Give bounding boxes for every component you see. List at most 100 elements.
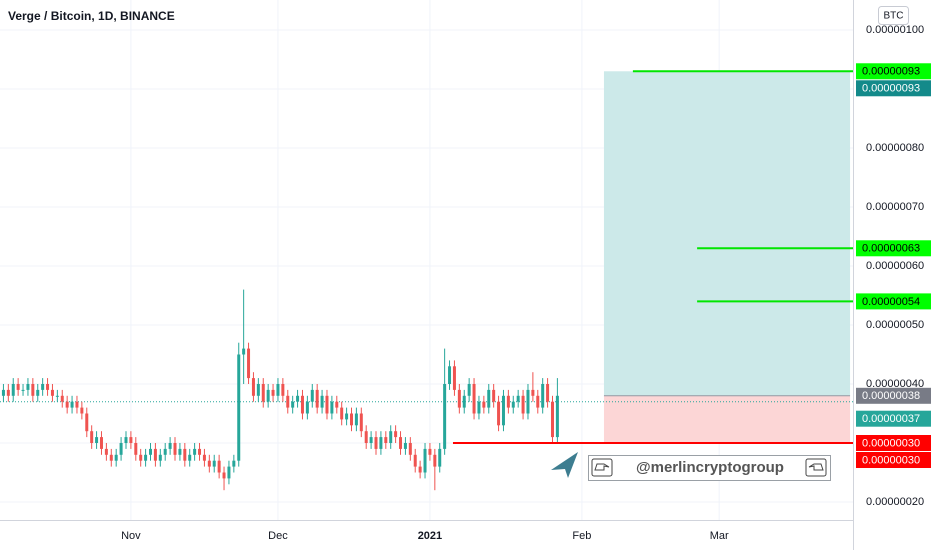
candle-body xyxy=(237,354,241,461)
candle-body xyxy=(55,395,59,397)
candle-body xyxy=(384,437,388,444)
candle-body xyxy=(452,366,456,390)
candle-body xyxy=(555,395,559,438)
candle-body xyxy=(399,437,403,449)
candle-body xyxy=(193,448,197,455)
price-badge-label: 0.00000030 xyxy=(862,437,920,449)
y-tick-label: 0.00000070 xyxy=(866,201,924,213)
watermark: @merlincryptogroup xyxy=(551,452,831,481)
candle-body xyxy=(472,383,476,414)
candle-body xyxy=(188,454,192,461)
price-badge xyxy=(856,452,931,469)
candle-body xyxy=(261,383,265,402)
price-badge-label: 0.00000093 xyxy=(862,66,920,78)
currency-label[interactable]: BTC xyxy=(884,11,904,22)
price-badge xyxy=(856,80,931,97)
y-tick-label: 0.00000060 xyxy=(866,260,924,272)
price-badge xyxy=(856,435,931,452)
price-badge-label: 0.00000038 xyxy=(862,390,920,402)
candle-body xyxy=(266,389,270,402)
candle-body xyxy=(541,383,545,408)
hand-right xyxy=(805,458,827,477)
price-badge-label: 0.00000054 xyxy=(862,296,920,308)
y-tick-label: 0.00000020 xyxy=(866,496,924,508)
candle-body xyxy=(305,401,309,414)
candle-body xyxy=(109,454,113,461)
candle-body xyxy=(310,389,314,402)
candle-body xyxy=(207,460,211,467)
candle-body xyxy=(374,437,378,449)
candle-body xyxy=(364,431,368,444)
watermark-box xyxy=(588,455,831,481)
currency-button-box[interactable] xyxy=(878,6,909,25)
candle-body xyxy=(286,395,290,408)
candle-body xyxy=(41,383,45,390)
candle-body xyxy=(1,389,5,396)
candle-body xyxy=(477,401,481,414)
x-tick-label: Dec xyxy=(268,530,288,542)
candle-body xyxy=(511,401,515,408)
candle-body xyxy=(222,472,226,479)
candle-body xyxy=(183,448,187,461)
candle-body xyxy=(497,401,501,426)
candle-body xyxy=(506,395,510,408)
candle-body xyxy=(438,448,442,467)
candle-body xyxy=(296,395,300,402)
candle-body xyxy=(345,413,349,420)
candle-body xyxy=(80,407,84,414)
candle-body xyxy=(124,437,128,444)
candle-body xyxy=(501,395,505,426)
candle-body xyxy=(550,401,554,438)
candle-body xyxy=(546,383,550,402)
candle-body xyxy=(139,454,143,461)
candle-body xyxy=(31,383,35,396)
candle-body xyxy=(26,383,30,390)
candle-body xyxy=(379,437,383,449)
price-badge xyxy=(856,410,931,427)
candle-body xyxy=(462,395,466,408)
y-tick-label: 0.00000100 xyxy=(866,24,924,36)
candle-body xyxy=(482,401,486,408)
hand-right-glyph xyxy=(808,463,824,471)
candle-body xyxy=(11,383,15,396)
price-badge xyxy=(856,63,931,80)
candle-body xyxy=(320,395,324,408)
candle-body xyxy=(144,454,148,461)
candle-body xyxy=(276,383,280,396)
candle-body xyxy=(163,448,167,455)
candle-body xyxy=(330,401,334,414)
candle-body xyxy=(354,413,358,426)
price-badges: 0.00000093 0.00000093 0.00000063 0.00000054… xyxy=(856,63,931,469)
candle-body xyxy=(389,431,393,444)
candle-body xyxy=(212,460,216,467)
candle-body xyxy=(335,401,339,408)
candle-body xyxy=(46,383,50,390)
x-tick-label: Feb xyxy=(572,530,591,542)
candle-body xyxy=(129,437,133,444)
candle-body xyxy=(134,443,138,455)
candle-body xyxy=(251,378,255,396)
candle-body xyxy=(403,443,407,449)
loss-zone xyxy=(603,395,851,444)
candle-body xyxy=(232,460,236,467)
candle-body xyxy=(104,448,108,455)
candle-body xyxy=(50,389,54,396)
price-badge xyxy=(856,240,931,257)
price-badge-label: 0.00000037 xyxy=(862,413,920,425)
candle-body xyxy=(457,389,461,408)
candle-body xyxy=(119,443,123,455)
candle-body xyxy=(516,395,520,402)
candle-body xyxy=(325,395,329,414)
candle-body xyxy=(242,348,246,355)
candle-body xyxy=(16,383,20,390)
candle-body xyxy=(36,389,40,396)
candle-body xyxy=(315,389,319,408)
hand-left xyxy=(591,458,613,477)
candle-body xyxy=(149,448,153,455)
candle-body xyxy=(300,395,304,414)
candle-body xyxy=(114,454,118,461)
candle-body xyxy=(217,460,221,473)
currency-button[interactable]: BTC xyxy=(878,6,909,25)
price-badge xyxy=(856,387,931,404)
